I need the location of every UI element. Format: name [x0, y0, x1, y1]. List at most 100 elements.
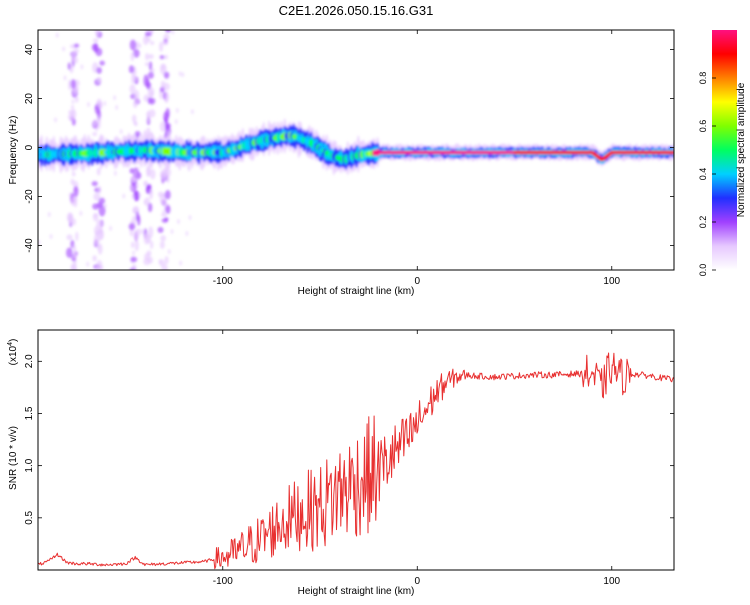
noise-blob	[70, 79, 76, 89]
noise-blob	[164, 256, 169, 265]
noise-blob	[149, 97, 156, 105]
noise-blob	[86, 101, 90, 107]
spectrogram-y-tick-label: -40	[24, 238, 35, 253]
spectrogram-axes: -100 0 100 40 20 0 -20 -40	[24, 30, 674, 287]
noise-blob	[54, 117, 58, 123]
noise-blob	[165, 120, 169, 131]
noise-blob	[131, 73, 135, 85]
noise-blob	[70, 239, 75, 249]
noise-blob	[178, 71, 182, 77]
noise-blob	[157, 226, 164, 234]
noise-blob	[131, 215, 137, 226]
noise-blob	[92, 212, 99, 222]
noise-blob	[128, 223, 136, 231]
noise-blob	[161, 218, 169, 223]
spectrogram-x-axis-label: Height of straight line (km)	[298, 286, 415, 297]
noise-blob	[103, 100, 107, 106]
noise-blob	[174, 119, 178, 125]
snr-y-tick-label: 0.5	[24, 510, 35, 524]
noise-blob	[109, 225, 113, 231]
noise-blob	[157, 191, 164, 198]
noise-blob	[134, 240, 139, 252]
noise-blob	[163, 71, 170, 79]
noise-blob	[113, 95, 117, 101]
spectrogram-y-tick-label: -20	[24, 189, 35, 204]
noise-blob	[67, 214, 73, 224]
noise-blob	[190, 109, 194, 115]
noise-blob	[67, 62, 71, 70]
noise-blob	[133, 174, 137, 180]
spectrogram-x-tick-label: 0	[414, 276, 420, 287]
snr-y-axis-label: SNR (10 * v/v)	[8, 426, 19, 490]
snr-frame	[37, 329, 675, 571]
figure-title: C2E1.2026.050.15.16.G31	[279, 3, 434, 18]
noise-blob	[138, 192, 142, 198]
noise-blob	[113, 170, 117, 176]
noise-blob	[133, 190, 140, 201]
snr-y-tick-label: 1.0	[24, 458, 35, 472]
noise-blob	[92, 255, 97, 262]
colorbar: 0.0 0.2 0.4 0.6 0.8 Normalized spectral ampl…	[698, 30, 747, 276]
noise-blob	[147, 202, 153, 213]
noise-blob	[133, 76, 137, 81]
snr-axes: -100 0 100 0.5 1.0 1.5 2.0	[24, 330, 674, 587]
spectrogram-frame	[37, 29, 675, 271]
noise-blob	[171, 30, 175, 35]
noise-blob	[86, 261, 90, 267]
noise-blob	[144, 233, 148, 239]
noise-blob	[92, 131, 98, 137]
noise-blob	[146, 37, 151, 42]
noise-blob	[185, 231, 189, 237]
noise-blob	[49, 233, 53, 239]
noise-blob	[92, 38, 99, 43]
noise-blob	[144, 32, 152, 37]
noise-blob	[96, 66, 102, 74]
noise-blob	[93, 192, 101, 201]
noise-blob	[135, 211, 140, 222]
colorbar-gradient	[712, 30, 737, 270]
noise-blob	[130, 52, 135, 62]
noise-blob	[91, 181, 98, 187]
noise-blob	[73, 185, 79, 197]
noise-blob	[160, 64, 166, 71]
colorbar-tick-label: 0.6	[698, 120, 708, 133]
noise-blob	[131, 265, 136, 270]
noise-blob	[161, 167, 168, 178]
snr-plot-area	[38, 352, 674, 570]
snr-multiplier-close: )	[8, 339, 19, 342]
colorbar-tick-label: 0.8	[698, 72, 708, 85]
noise-blob	[92, 203, 99, 210]
noise-blob	[146, 250, 152, 257]
noise-blob	[132, 250, 136, 256]
snr-x-tick-label: 100	[603, 576, 620, 587]
noise-blob	[148, 61, 153, 71]
noise-blob	[97, 228, 103, 234]
noise-blob	[74, 56, 79, 64]
noise-blob	[73, 43, 80, 48]
noise-blob	[67, 79, 72, 91]
colorbar-tick-label: 0.0	[698, 264, 708, 277]
spectrogram-y-tick-label: 40	[24, 44, 35, 56]
noise-blob	[146, 234, 152, 244]
noise-blob	[93, 118, 97, 127]
spectrogram-y-tick-label: 20	[24, 93, 35, 105]
ridge-blob	[671, 150, 674, 155]
noise-blob	[74, 96, 79, 103]
noise-blob	[162, 40, 169, 46]
snr-x-tick-label: -100	[213, 576, 233, 587]
noise-blob	[71, 99, 75, 105]
noise-blob	[148, 54, 154, 60]
noise-blob	[70, 263, 77, 270]
noise-blob	[136, 97, 140, 103]
noise-blob	[122, 193, 126, 199]
noise-blob	[132, 100, 138, 109]
noise-blob	[163, 203, 167, 209]
noise-blob	[159, 55, 165, 60]
noise-blob	[128, 65, 135, 74]
noise-blob	[148, 109, 156, 118]
noise-blob	[149, 168, 156, 180]
noise-blob	[147, 256, 153, 264]
noise-blob	[160, 212, 168, 218]
noise-blob	[181, 72, 185, 78]
